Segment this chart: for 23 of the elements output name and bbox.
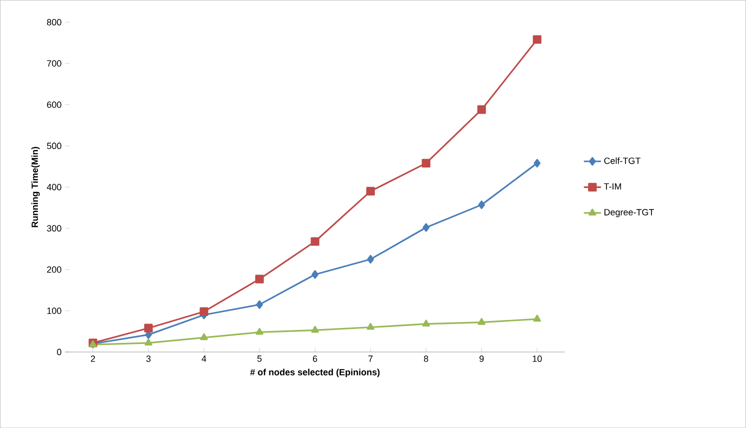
y-tick-label: 300: [46, 225, 62, 232]
y-axis-title: Running Time(Min): [31, 146, 40, 228]
x-tick-label: 2: [90, 355, 95, 362]
x-tick-label: 10: [532, 355, 542, 362]
y-tick-label: 800: [47, 18, 62, 26]
y-tick-label: 200: [47, 266, 62, 273]
x-tick-label: 7: [368, 355, 373, 362]
x-tick-label: 3: [146, 355, 151, 362]
x-tick-label: 4: [202, 355, 206, 362]
y-tick-label: 400: [46, 184, 62, 190]
y-tick-label: 700: [47, 60, 62, 67]
x-axis-title: # of nodes selected (Epinions): [250, 368, 380, 378]
x-tick-label: 8: [424, 355, 428, 362]
legend-label: Celf-TGT: [604, 157, 640, 164]
x-tick-label: 6: [312, 355, 318, 362]
y-tick-label: 600: [47, 101, 62, 108]
y-tick-label: 100: [47, 308, 62, 314]
y-tick-label: 500: [47, 142, 62, 149]
y-tick-label: 0: [56, 348, 62, 356]
legend-label: T-IM: [604, 183, 621, 190]
x-tick-label: 5: [257, 355, 262, 362]
legend-label: Degree-TGT: [604, 208, 654, 218]
x-tick-label: 9: [480, 355, 484, 362]
